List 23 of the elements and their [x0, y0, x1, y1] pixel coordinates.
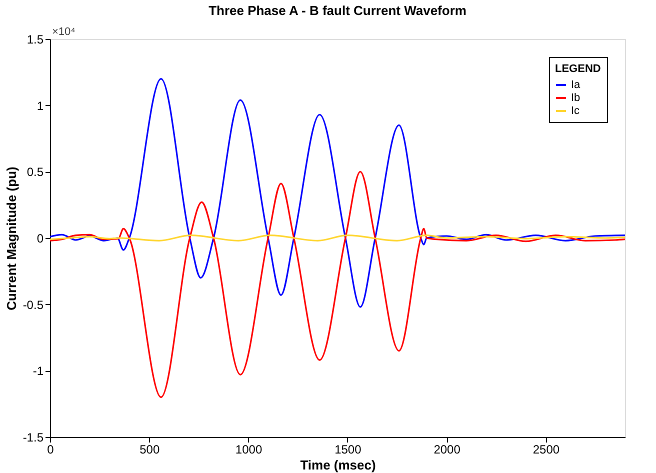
chart-title: Three Phase A - B fault Current Waveform [208, 3, 466, 18]
y-axis-title: Current Magnitude (pu) [4, 166, 19, 310]
legend-label: Ic [571, 105, 580, 117]
y-tick-label: 1 [36, 98, 44, 113]
x-tick-label: 1000 [235, 442, 262, 456]
x-tick-label: 500 [140, 442, 160, 456]
legend-label: Ia [571, 79, 582, 91]
x-axis-title: Time (msec) [300, 458, 376, 472]
x-tick-label: 2000 [434, 442, 461, 456]
line-series [49, 170, 626, 398]
y-tick-label: 0.5 [26, 165, 44, 180]
y-tick-label: -0.5 [22, 298, 44, 312]
x-tick-label: 2500 [532, 442, 560, 456]
x-tick-label: 0 [47, 442, 54, 456]
legend-title: LEGEND [555, 63, 601, 75]
x-tick-label: 1500 [334, 442, 362, 456]
y-tick-label: 1.5 [26, 32, 44, 46]
line-series [49, 78, 626, 308]
y-tick-label: -1.5 [22, 430, 44, 444]
y-tick-label: 0 [36, 232, 44, 246]
text: ×10⁴ [52, 26, 76, 38]
y-tick-label: -1 [32, 364, 44, 378]
legend-label: Ib [571, 92, 580, 104]
